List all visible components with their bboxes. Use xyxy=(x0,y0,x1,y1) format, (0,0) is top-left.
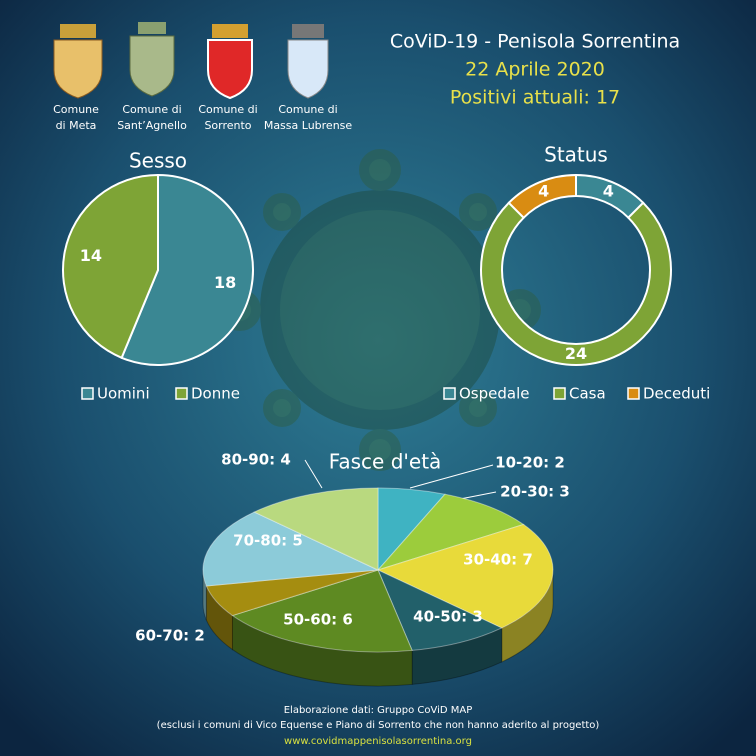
data-label: 10-20: 2 xyxy=(495,454,565,472)
pie-slice xyxy=(62,173,159,360)
legend-swatch xyxy=(81,387,94,400)
pie-slice xyxy=(253,487,379,571)
data-label: 18 xyxy=(214,273,236,292)
chart-title: Status xyxy=(544,143,608,167)
comune-label: Sorrento xyxy=(204,119,251,132)
pie-slice xyxy=(376,523,554,629)
footer-credit: Elaborazione dati: Gruppo CoViD MAP xyxy=(284,705,473,716)
legend-swatch xyxy=(553,387,566,400)
comune-label: Comune xyxy=(53,103,99,116)
crests xyxy=(53,22,329,100)
data-label: 4 xyxy=(538,181,549,200)
legend-label: Deceduti xyxy=(643,385,710,403)
legend-label: Uomini xyxy=(97,385,150,403)
legend-swatch xyxy=(175,387,188,400)
data-label: 14 xyxy=(80,246,102,265)
data-label: 4 xyxy=(603,181,614,200)
data-label: 50-60: 6 xyxy=(283,611,353,629)
comune-label: Massa Lubrense xyxy=(264,119,353,132)
positives: Positivi attuali: 17 xyxy=(450,87,620,109)
pie-slice xyxy=(205,569,379,617)
data-label: 40-50: 3 xyxy=(413,608,483,626)
comune-label: di Meta xyxy=(56,119,97,132)
crest xyxy=(207,24,253,100)
legend-label: Donne xyxy=(191,385,240,403)
legend-label: Ospedale xyxy=(459,385,529,403)
date: 22 Aprile 2020 xyxy=(465,59,605,81)
chart-title: Fasce d'età xyxy=(329,450,442,474)
footer-note: (esclusi i comuni di Vico Equense e Pian… xyxy=(157,720,600,731)
pie-slice xyxy=(377,568,503,651)
comune-label: Sant’Agnello xyxy=(117,119,187,132)
donut-slice xyxy=(507,173,577,220)
pie-slice xyxy=(376,493,525,572)
pie-slice xyxy=(231,569,413,653)
legend-label: Casa xyxy=(569,385,606,403)
legend-swatch xyxy=(443,387,456,400)
pie-slice xyxy=(120,173,254,366)
data-label: 24 xyxy=(565,344,587,363)
crest xyxy=(129,22,175,97)
comune-label: Comune di xyxy=(198,103,257,116)
data-label: 30-40: 7 xyxy=(463,551,533,569)
data-label: 70-80: 5 xyxy=(233,532,303,550)
data-label: 80-90: 4 xyxy=(221,451,291,469)
data-label: 60-70: 2 xyxy=(135,627,205,645)
data-label: 20-30: 3 xyxy=(500,483,570,501)
comune-label: Comune di xyxy=(122,103,181,116)
footer-url: www.covidmappenisolasorrentina.org xyxy=(284,736,472,747)
crest xyxy=(287,24,329,99)
crest xyxy=(53,24,103,99)
chart-title: Sesso xyxy=(129,149,187,173)
comune-label: Comune di xyxy=(278,103,337,116)
title: CoViD-19 - Penisola Sorrentina xyxy=(390,31,680,53)
pie-slice xyxy=(202,511,380,587)
legend-swatch xyxy=(627,387,640,400)
donut-slice xyxy=(480,201,672,366)
pie-slice xyxy=(377,487,446,572)
